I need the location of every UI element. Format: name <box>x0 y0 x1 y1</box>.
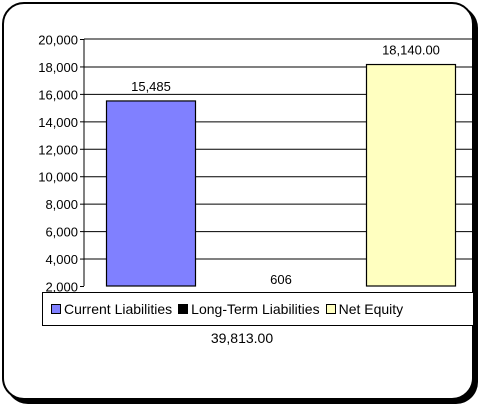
y-tick-label: 10,000 <box>38 170 78 185</box>
footer-total-value: 39,813.00 <box>210 330 274 346</box>
data-label-long-term-liabilities: 606 <box>270 272 292 287</box>
y-axis: 20,000 18,000 16,000 14,000 12,000 10,000 8,00… <box>38 33 475 295</box>
data-labels: 15,485 606 18,140.00 <box>131 43 440 287</box>
legend-swatch-long-term-liabilities <box>178 304 189 314</box>
legend-swatch-net-equity <box>325 304 336 314</box>
legend-label-current-liabilities: Current Liabilities <box>64 301 173 317</box>
legend-label-net-equity: Net Equity <box>338 301 404 317</box>
data-label-net-equity: 18,140.00 <box>382 43 440 58</box>
y-tick-label: 6,000 <box>45 225 78 240</box>
legend-swatch-current-liabilities <box>51 304 61 314</box>
legend-item-net-equity: Net Equity <box>325 301 404 317</box>
y-tick-label: 12,000 <box>38 142 78 157</box>
y-tick-label: 4,000 <box>45 252 78 267</box>
y-tick-label: 14,000 <box>38 115 78 130</box>
legend-item-current-liabilities: Current Liabilities <box>51 301 172 317</box>
y-tick-label: 18,000 <box>38 60 78 75</box>
y-tick-label: 8,000 <box>45 197 78 212</box>
legend: Current Liabilities Long-Term Liabilitie… <box>42 292 474 326</box>
legend-label-long-term-liabilities: Long-Term Liabilities <box>191 301 320 317</box>
bars <box>105 63 457 287</box>
bar-current-liabilities <box>105 100 197 287</box>
data-label-current-liabilities: 15,485 <box>131 79 171 94</box>
y-tick-label: 2,000 <box>45 280 78 295</box>
y-tick-label: 20,000 <box>38 33 78 48</box>
y-tick-label: 16,000 <box>38 87 78 102</box>
legend-item-long-term-liabilities: Long-Term Liabilities <box>178 301 320 317</box>
bar-net-equity <box>365 63 457 287</box>
